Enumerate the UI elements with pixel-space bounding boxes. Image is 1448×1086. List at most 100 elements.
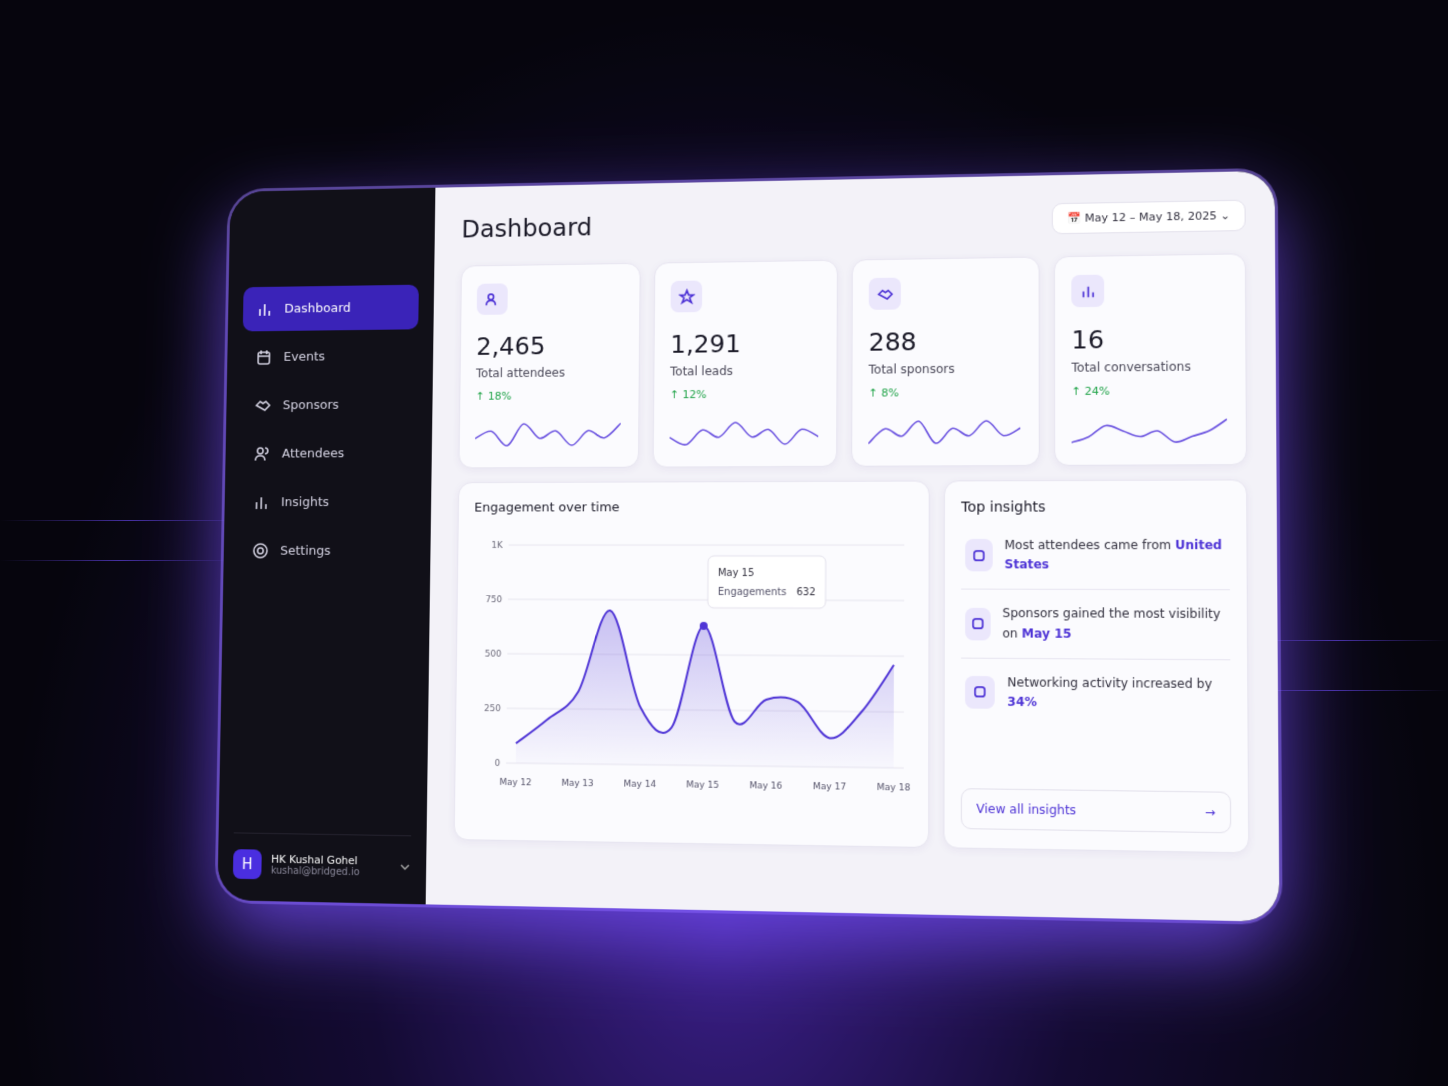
sparkline bbox=[669, 418, 818, 449]
stat-label: Total sponsors bbox=[868, 361, 955, 377]
nav-icon bbox=[256, 300, 273, 318]
stat-icon bbox=[1071, 274, 1105, 308]
nav-item[interactable]: Settings bbox=[238, 528, 415, 573]
insight-text: Most attendees came from United States bbox=[1004, 536, 1225, 575]
insight-highlight: 34% bbox=[1007, 694, 1037, 710]
insight-icon bbox=[965, 675, 996, 709]
stat-change: ↑ 18% bbox=[475, 389, 512, 403]
x-tick-label: May 14 bbox=[624, 779, 657, 790]
user-profile[interactable]: H HK Kushal Gohel kushal@bridged.io bbox=[232, 832, 412, 883]
stat-card: 2,465 Total attendees ↑ 18% bbox=[458, 262, 641, 469]
sparkline-line bbox=[670, 422, 819, 445]
view-all-link[interactable]: View all insights → bbox=[960, 788, 1232, 834]
y-tick-label: 1K bbox=[491, 541, 503, 551]
insights-card: Top insights Most attendees came from Un… bbox=[943, 479, 1250, 854]
avatar: H bbox=[232, 849, 262, 880]
sparkline-line bbox=[868, 421, 1020, 444]
x-tick-label: May 15 bbox=[686, 780, 719, 791]
nav-label: Sponsors bbox=[282, 397, 339, 413]
nav-label: Attendees bbox=[281, 446, 345, 461]
nav-label: Events bbox=[283, 349, 326, 365]
insight-icon bbox=[965, 539, 993, 572]
change-value: 8% bbox=[881, 386, 899, 400]
x-tick-label: May 16 bbox=[749, 781, 782, 792]
nav-item[interactable]: Dashboard bbox=[242, 284, 419, 332]
tooltip-label: Engagements bbox=[718, 587, 787, 598]
nav-item[interactable]: Sponsors bbox=[241, 382, 417, 428]
nav-icon bbox=[253, 493, 270, 511]
nav-item[interactable]: Events bbox=[242, 333, 418, 379]
tooltip-point bbox=[699, 621, 708, 630]
stat-change: ↑ 24% bbox=[1071, 384, 1110, 399]
y-tick-label: 250 bbox=[484, 704, 501, 714]
chart: 0 250 500 750 1K May 12 May 13 May 14 May 15 May … bbox=[484, 541, 910, 794]
nav-icon bbox=[252, 542, 269, 560]
nav-label: Insights bbox=[280, 494, 330, 510]
app-window: Dashboard Events Sponsors Attendees Insights… bbox=[217, 170, 1280, 922]
insight-highlight: May 15 bbox=[1021, 625, 1072, 641]
content-row: Engagement over time 0 250 500 750 1K May 12 M… bbox=[453, 479, 1250, 854]
x-tick-label: May 12 bbox=[499, 778, 531, 789]
chart-title: Engagement over time bbox=[474, 500, 620, 516]
date-range-picker[interactable]: 📅 May 12 – May 18, 2025 ⌄ bbox=[1051, 199, 1246, 235]
stat-label: Total leads bbox=[670, 364, 733, 379]
x-tick-label: May 17 bbox=[813, 782, 846, 793]
stat-label: Total conversations bbox=[1071, 359, 1191, 375]
sidebar: Dashboard Events Sponsors Attendees Insights… bbox=[217, 187, 436, 905]
insight-item: Networking activity increased by 34% bbox=[961, 658, 1231, 728]
tooltip-title: May 15 bbox=[718, 568, 754, 579]
nav-icon bbox=[255, 348, 272, 366]
nav-list: Dashboard Events Sponsors Attendees Insights… bbox=[238, 284, 419, 574]
main-content: Dashboard 📅 May 12 – May 18, 2025 ⌄ 2,46… bbox=[425, 170, 1280, 922]
page-title: Dashboard bbox=[461, 212, 593, 244]
decor-line bbox=[1228, 640, 1448, 641]
chevron bbox=[399, 861, 411, 873]
x-tick-label: May 13 bbox=[561, 779, 593, 790]
stat-icon bbox=[476, 283, 508, 315]
nav-icon bbox=[254, 445, 271, 463]
area bbox=[515, 610, 895, 768]
user-email: kushal@bridged.io bbox=[270, 865, 360, 879]
decor-line bbox=[1218, 690, 1448, 691]
tooltip-value: 632 bbox=[796, 587, 815, 598]
insights-title: Top insights bbox=[961, 499, 1046, 516]
sparkline-line bbox=[475, 423, 621, 446]
stat-value: 288 bbox=[868, 327, 917, 357]
change-value: 12% bbox=[682, 388, 707, 402]
y-tick-label: 500 bbox=[485, 649, 502, 659]
nav-item[interactable]: Attendees bbox=[240, 431, 417, 477]
tooltip-box bbox=[708, 556, 826, 608]
stat-card: 16 Total conversations ↑ 24% bbox=[1053, 253, 1248, 466]
stat-icon bbox=[670, 280, 703, 313]
decor-line bbox=[0, 520, 260, 521]
insight-body: Networking activity increased by bbox=[1007, 674, 1213, 691]
stat-value: 2,465 bbox=[476, 331, 546, 361]
stat-card: 288 Total sponsors ↑ 8% bbox=[851, 256, 1040, 467]
sparkline bbox=[868, 417, 1020, 448]
insight-item: Sponsors gained the most visibility on M… bbox=[961, 589, 1231, 661]
stat-label: Total attendees bbox=[475, 365, 566, 381]
grid-line bbox=[508, 599, 904, 600]
insight-body: Most attendees came from bbox=[1004, 537, 1172, 553]
sparkline bbox=[1072, 415, 1228, 446]
insight-icon bbox=[965, 607, 991, 641]
insight-item: Most attendees came from United States bbox=[961, 521, 1230, 591]
change-value: 18% bbox=[487, 389, 512, 403]
stat-value: 1,291 bbox=[670, 329, 741, 359]
sparkline bbox=[475, 419, 621, 449]
header: Dashboard 📅 May 12 – May 18, 2025 ⌄ bbox=[461, 199, 1246, 245]
stat-change: ↑ 12% bbox=[669, 388, 707, 402]
stat-change: ↑ 8% bbox=[868, 386, 899, 400]
decor-line bbox=[0, 560, 240, 561]
nav-label: Settings bbox=[280, 543, 331, 559]
stat-cards: 2,465 Total attendees ↑ 18% 1,291 Total lead… bbox=[458, 253, 1248, 469]
stat-card: 1,291 Total leads ↑ 12% bbox=[652, 259, 838, 468]
insight-text: Networking activity increased by 34% bbox=[1007, 673, 1226, 714]
nav-item[interactable]: Insights bbox=[239, 479, 416, 524]
stat-icon bbox=[868, 277, 901, 310]
link-text: View all insights bbox=[976, 801, 1077, 818]
chart-card: Engagement over time 0 250 500 750 1K May 12 M… bbox=[453, 480, 930, 849]
insight-text: Sponsors gained the most visibility on M… bbox=[1002, 604, 1226, 644]
